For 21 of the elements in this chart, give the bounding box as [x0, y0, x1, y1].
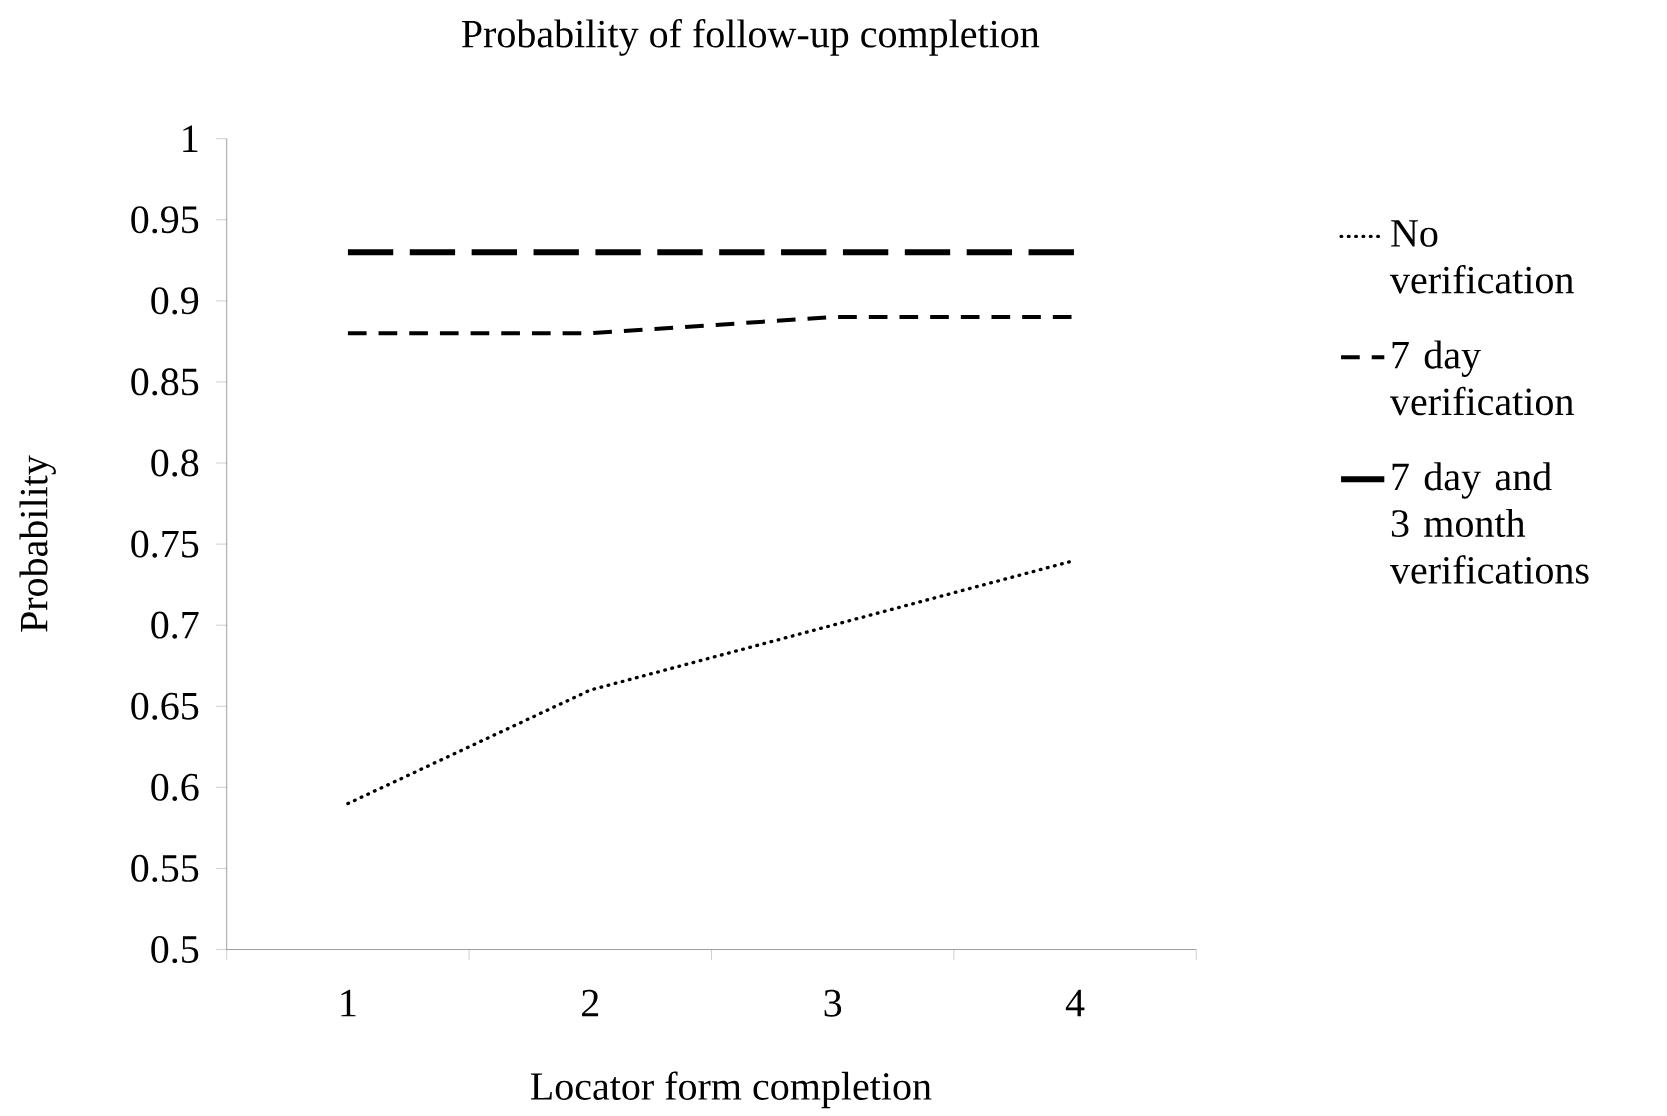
y-tick-label: 0.55 — [131, 854, 199, 882]
y-axis-title: Probability — [19, 455, 56, 632]
x-tick-label: 4 — [1065, 989, 1085, 1017]
chart-title: Probability of follow-up completion — [461, 18, 1040, 56]
y-tick-label: 1 — [183, 125, 198, 152]
legend-label: 7 day verification — [1389, 340, 1574, 416]
y-tick-label: 0.95 — [131, 206, 199, 234]
legend-label: 7 day and 3 month verifications — [1389, 462, 1589, 584]
y-tick-label: 0.5 — [151, 935, 199, 963]
y-tick-label: 0.75 — [131, 530, 199, 558]
y-tick-label: 0.9 — [151, 287, 199, 315]
x-tick-label: 1 — [341, 989, 356, 1017]
x-tick-label: 3 — [824, 989, 842, 1017]
y-tick-label: 0.8 — [151, 449, 199, 477]
y-tick-label: 0.65 — [131, 692, 199, 720]
y-tick-label: 0.7 — [151, 611, 199, 639]
x-tick-label: 2 — [582, 989, 599, 1017]
y-tick-label: 0.6 — [151, 773, 199, 801]
y-tick-label: 0.85 — [131, 368, 199, 396]
legend-label: No verification — [1389, 220, 1574, 294]
x-axis-title: Locator form completion — [530, 1071, 932, 1109]
